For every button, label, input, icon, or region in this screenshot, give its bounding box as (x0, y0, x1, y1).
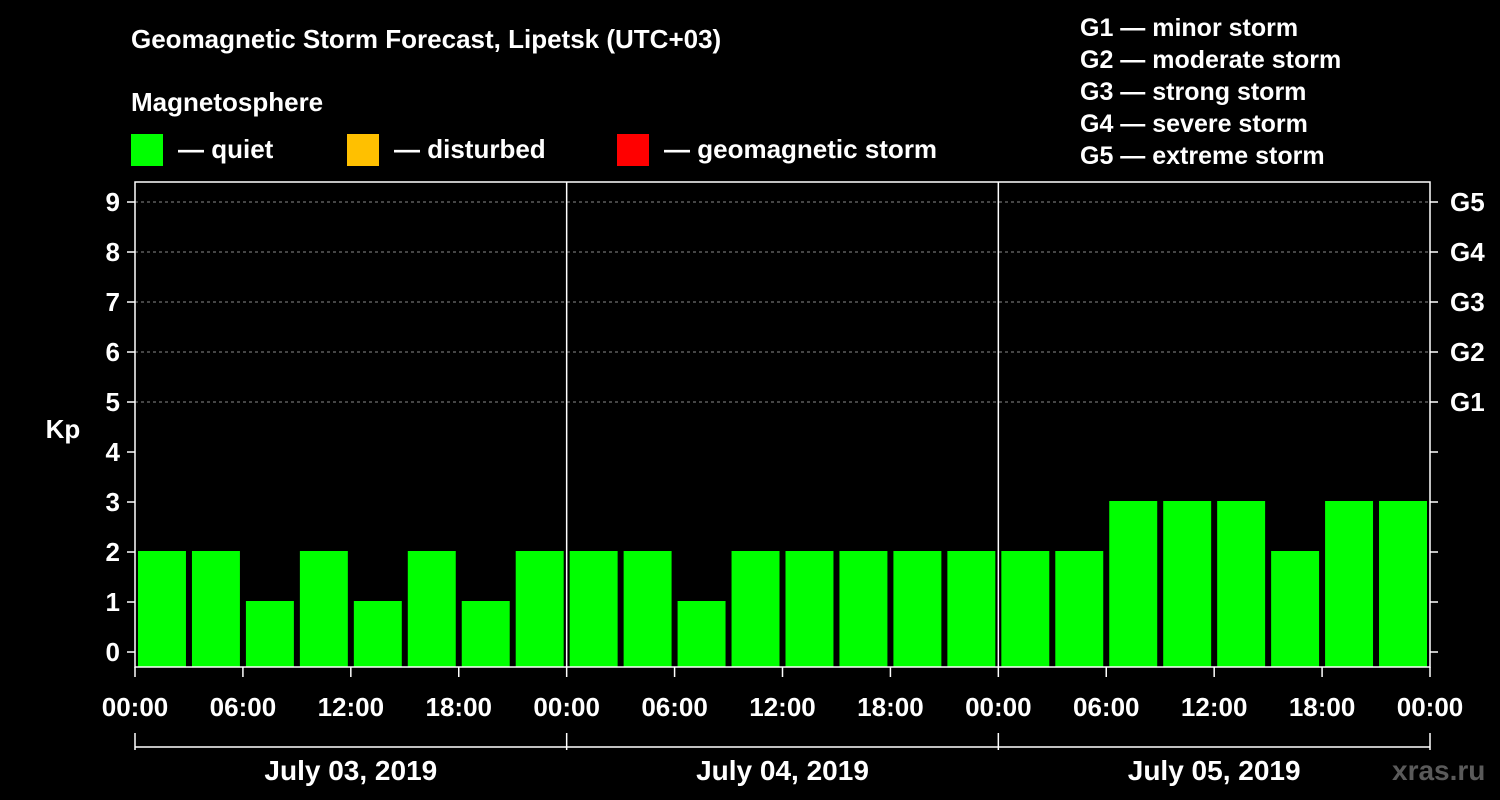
bar (245, 601, 294, 667)
x-tick-label: 12:00 (749, 692, 816, 722)
bar (191, 551, 240, 667)
storm-scale-g4: G4 — severe storm (1080, 110, 1308, 138)
x-tick-label: 00:00 (533, 692, 600, 722)
bar (461, 601, 510, 667)
g-level-label: G2 (1450, 337, 1485, 367)
storm-scale-g3: G3 — strong storm (1080, 78, 1307, 106)
bar (623, 551, 672, 667)
legend-label-disturbed: — disturbed (394, 134, 546, 164)
y-tick-label: 1 (106, 587, 120, 617)
x-tick-label: 00:00 (102, 692, 169, 722)
x-tick-label: 18:00 (1289, 692, 1356, 722)
x-tick-label: 06:00 (210, 692, 277, 722)
bar (515, 551, 564, 667)
legend-label-quiet: — quiet (178, 134, 274, 164)
x-tick-label: 06:00 (1073, 692, 1140, 722)
storm-scale-g5: G5 — extreme storm (1080, 142, 1325, 170)
y-axis-label: Kp (46, 414, 81, 444)
x-tick-label: 00:00 (1397, 692, 1464, 722)
bar (893, 551, 942, 667)
g-level-label: G1 (1450, 387, 1485, 417)
y-tick-label: 6 (106, 337, 120, 367)
bar (839, 551, 888, 667)
bar (1325, 501, 1374, 667)
g-level-label: G5 (1450, 187, 1485, 217)
bar (1001, 551, 1050, 667)
bar (407, 551, 456, 667)
legend-swatch-quiet (131, 134, 163, 166)
y-tick-label: 5 (106, 387, 120, 417)
x-tick-label: 12:00 (318, 692, 385, 722)
y-tick-label: 3 (106, 487, 120, 517)
watermark: xras.ru (1392, 755, 1486, 786)
bar (569, 551, 618, 667)
bar (1109, 501, 1158, 667)
x-tick-label: 18:00 (426, 692, 493, 722)
bar (1163, 501, 1212, 667)
day-label: July 05, 2019 (1128, 755, 1301, 786)
bar (1217, 501, 1266, 667)
y-tick-label: 8 (106, 237, 120, 267)
legend-label-storm: — geomagnetic storm (664, 134, 938, 164)
legend-swatch-storm (617, 134, 649, 166)
y-tick-label: 4 (106, 437, 121, 467)
x-tick-label: 18:00 (857, 692, 924, 722)
y-tick-label: 9 (106, 187, 120, 217)
day-label: July 04, 2019 (696, 755, 869, 786)
bar (1379, 501, 1427, 667)
bar (138, 551, 186, 667)
bar (1271, 551, 1320, 667)
x-tick-label: 00:00 (965, 692, 1032, 722)
storm-scale-g1: G1 — minor storm (1080, 14, 1299, 42)
bar (353, 601, 402, 667)
storm-scale-g2: G2 — moderate storm (1080, 46, 1342, 74)
legend-swatch-disturbed (347, 134, 379, 166)
bar (785, 551, 834, 667)
bar (947, 551, 996, 667)
bar (1055, 551, 1104, 667)
day-label: July 03, 2019 (264, 755, 437, 786)
legend-heading: Magnetosphere (131, 87, 324, 117)
y-tick-label: 7 (106, 287, 120, 317)
x-tick-label: 12:00 (1181, 692, 1248, 722)
y-tick-label: 2 (106, 537, 120, 567)
x-tick-label: 06:00 (641, 692, 708, 722)
bar (731, 551, 780, 667)
chart-title: Geomagnetic Storm Forecast, Lipetsk (UTC… (131, 24, 722, 54)
g-level-label: G3 (1450, 287, 1485, 317)
bar (677, 601, 726, 667)
g-level-label: G4 (1450, 237, 1485, 267)
bar (299, 551, 348, 667)
y-tick-label: 0 (106, 637, 120, 667)
